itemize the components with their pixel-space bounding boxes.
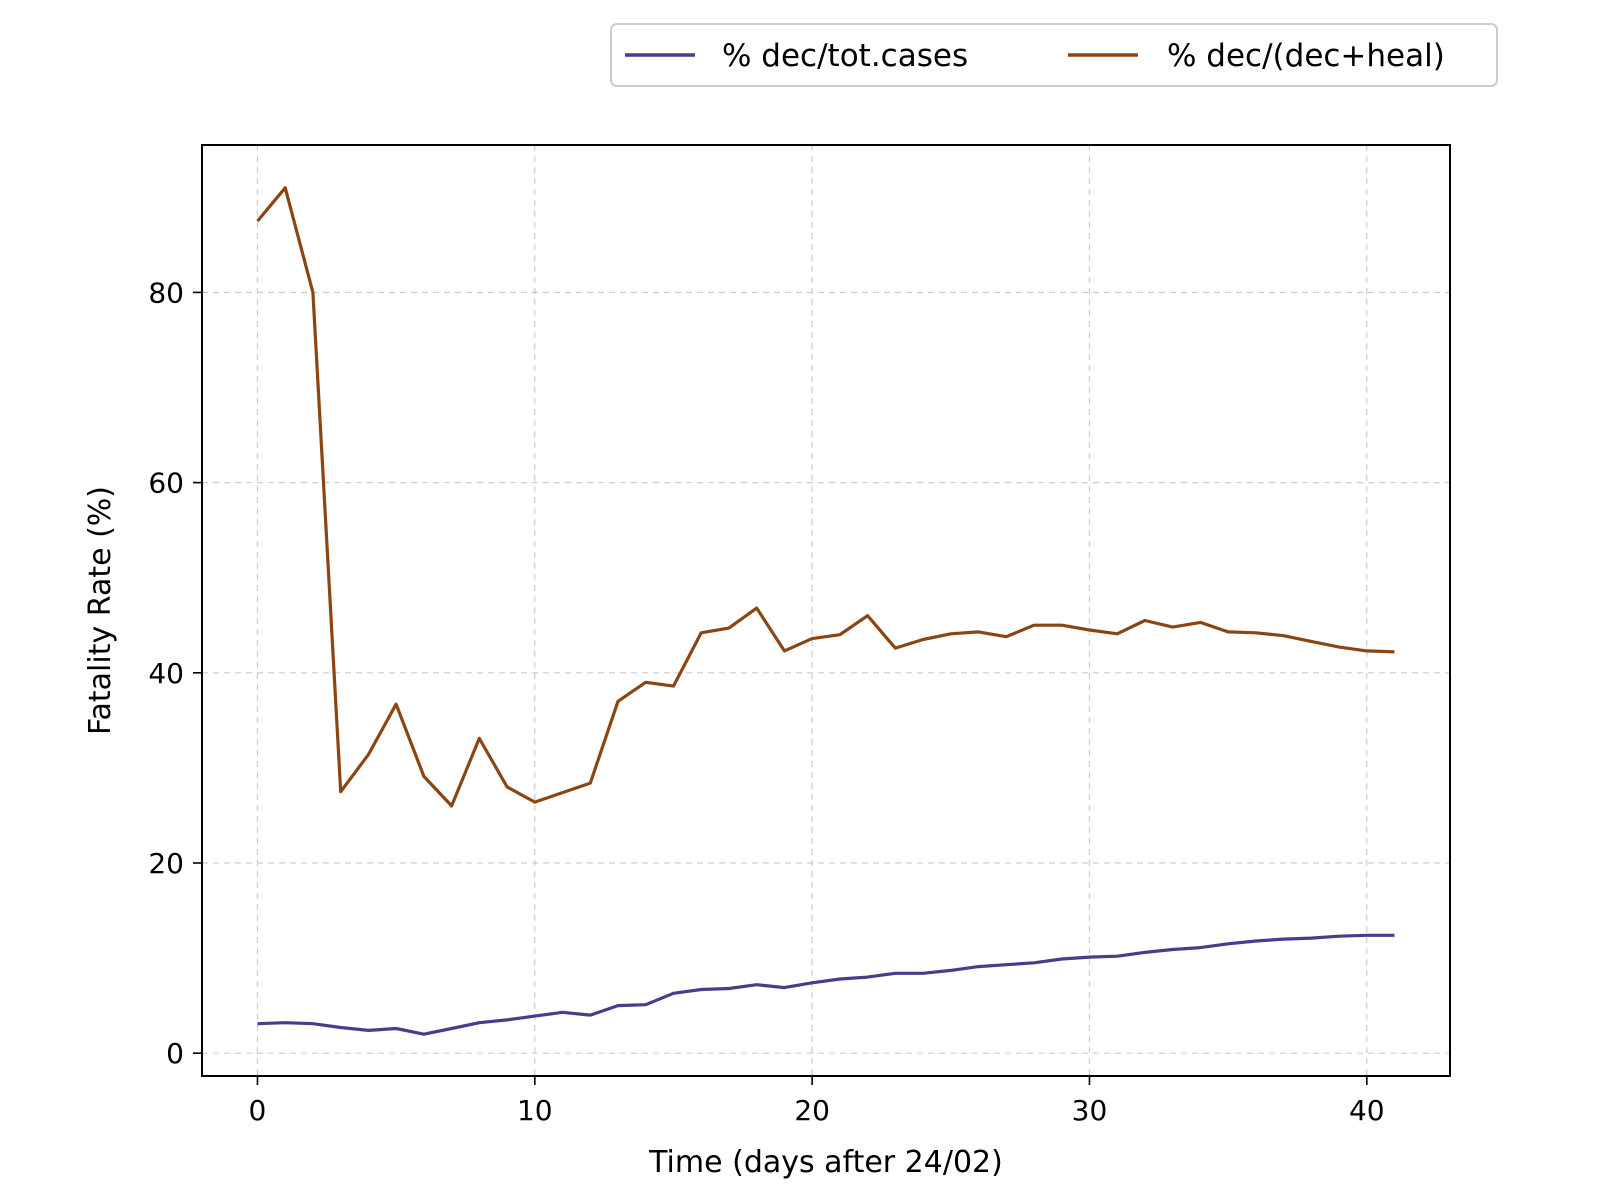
legend-box bbox=[610, 23, 1498, 87]
series-lines bbox=[256, 186, 1395, 1036]
series-line-2 bbox=[256, 186, 1395, 808]
y-tick-label: 20 bbox=[148, 847, 184, 880]
plot-area-frame bbox=[201, 144, 1451, 1077]
legend-label-2: % dec/(dec+heal) bbox=[1167, 38, 1445, 74]
y-axis-label: Fatality Rate (%) bbox=[83, 486, 118, 735]
x-tick-label: 40 bbox=[1349, 1094, 1385, 1127]
legend-label-1: % dec/tot.cases bbox=[722, 38, 968, 74]
y-tick-label: 0 bbox=[166, 1037, 184, 1070]
x-tick-label: 20 bbox=[794, 1094, 830, 1127]
y-tick-label: 80 bbox=[148, 276, 184, 309]
axis-ticks: 0 10 20 30 40 0 20 40 60 80 bbox=[148, 276, 1384, 1127]
y-tick-label: 60 bbox=[148, 467, 184, 500]
x-tick-label: 30 bbox=[1072, 1094, 1108, 1127]
y-tick-label: 40 bbox=[148, 657, 184, 690]
series-line-1 bbox=[257, 933, 1395, 1036]
grid-lines bbox=[202, 145, 1450, 1076]
x-tick-label: 0 bbox=[249, 1094, 267, 1127]
x-tick-label: 10 bbox=[517, 1094, 553, 1127]
x-axis-label: Time (days after 24/02) bbox=[648, 1145, 1003, 1180]
legend: % dec/tot.cases % dec/(dec+heal) bbox=[610, 23, 1498, 87]
